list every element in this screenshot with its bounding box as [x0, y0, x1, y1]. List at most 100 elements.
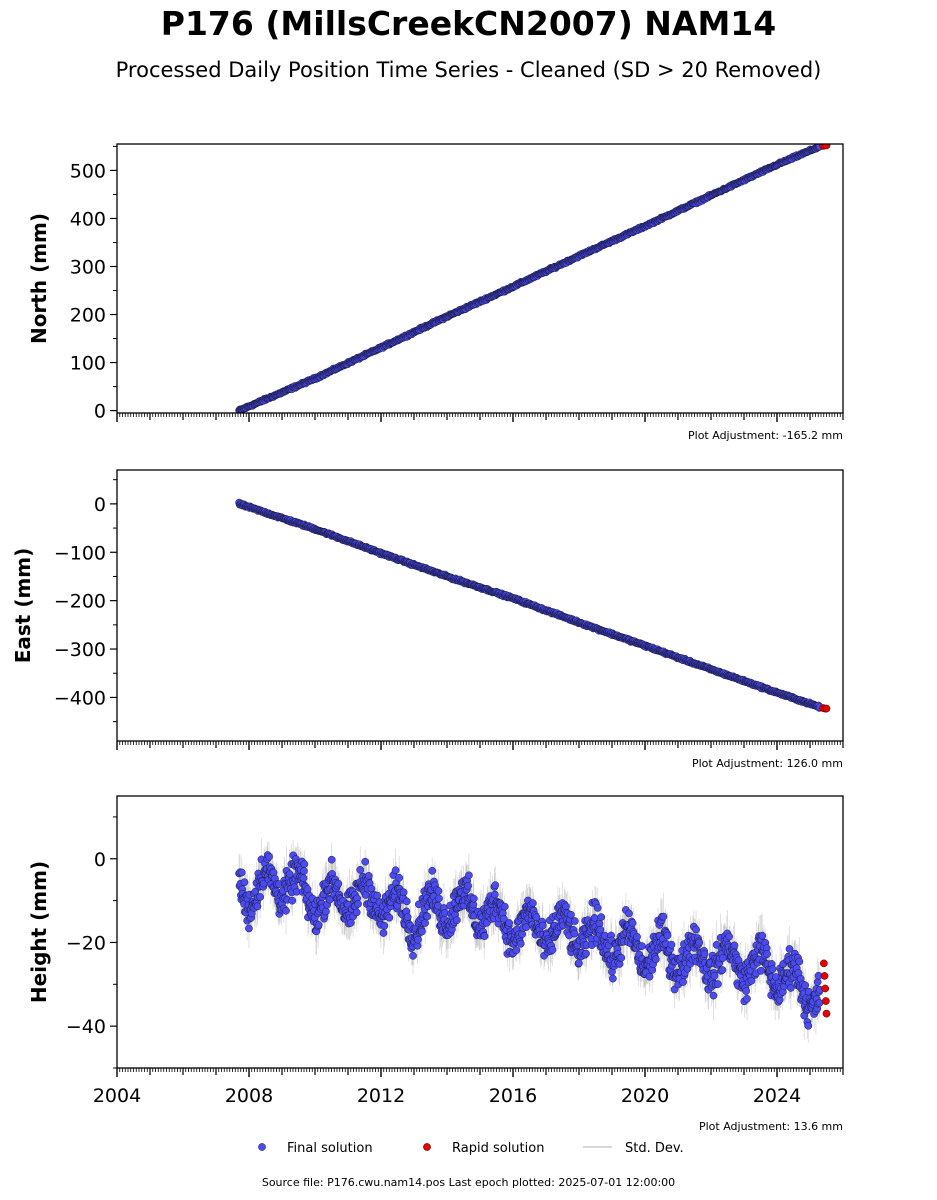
final-point — [300, 867, 308, 875]
y-tick-label: −200 — [54, 591, 106, 613]
final-point — [795, 957, 804, 966]
final-point — [499, 914, 508, 923]
final-point — [418, 927, 426, 936]
final-point — [354, 900, 362, 908]
final-point — [548, 946, 557, 954]
final-point — [409, 951, 417, 960]
y-tick-label: 0 — [94, 401, 106, 423]
final-point — [596, 925, 605, 934]
final-point — [414, 935, 422, 944]
final-point — [361, 857, 370, 866]
y-tick-label: −300 — [54, 639, 106, 661]
final-point — [469, 894, 478, 903]
final-point — [582, 949, 590, 958]
final-point — [452, 916, 461, 925]
final-point — [628, 919, 637, 927]
y-tick-label: 500 — [70, 160, 106, 182]
y-tick-label: 200 — [70, 305, 106, 327]
final-point — [500, 902, 509, 911]
final-point — [529, 899, 537, 907]
rapid-point — [822, 144, 831, 150]
panel-1 — [110, 469, 844, 750]
final-point — [435, 894, 443, 903]
final-point — [567, 910, 575, 919]
final-point — [480, 932, 489, 940]
y-tick-label: 400 — [70, 208, 106, 230]
final-point — [663, 931, 672, 940]
final-point — [742, 987, 750, 995]
final-point — [321, 907, 330, 916]
rapid-point — [820, 959, 828, 968]
final-point — [380, 921, 389, 930]
final-point — [237, 868, 246, 877]
final-point — [282, 906, 290, 915]
final-point — [709, 991, 718, 1000]
final-point — [633, 933, 641, 941]
panel-frame — [116, 469, 844, 742]
y-tick-label: −100 — [54, 542, 106, 564]
final-point — [240, 878, 249, 887]
final-point — [352, 908, 361, 917]
final-point — [428, 866, 437, 875]
final-point — [757, 966, 765, 975]
final-point — [373, 891, 382, 900]
rapid-point — [821, 997, 830, 1005]
final-point — [327, 855, 336, 864]
final-point — [718, 966, 727, 974]
final-point — [593, 904, 602, 912]
final-point — [516, 939, 525, 948]
final-point — [659, 912, 668, 921]
final-point — [532, 913, 541, 922]
y-tick-label: 0 — [94, 494, 106, 516]
y-tick-label: −400 — [54, 687, 106, 709]
final-point — [679, 978, 687, 986]
final-point — [651, 955, 660, 964]
final-point — [334, 879, 343, 888]
final-point — [303, 885, 312, 894]
final-point — [300, 860, 309, 868]
final-point — [597, 913, 606, 921]
final-point — [285, 870, 294, 878]
rapid-point — [820, 972, 829, 980]
final-point — [730, 941, 739, 950]
final-point — [464, 882, 472, 890]
final-point — [314, 921, 323, 929]
rapid-point — [822, 1009, 831, 1018]
final-point — [801, 981, 809, 990]
final-point — [571, 917, 579, 925]
y-tick-label: 100 — [70, 353, 106, 375]
final-point — [512, 946, 521, 955]
final-point — [403, 913, 412, 921]
final-point — [609, 974, 617, 983]
final-point — [667, 940, 676, 949]
final-point — [364, 872, 373, 880]
final-point — [758, 931, 767, 940]
final-point — [625, 909, 633, 918]
final-point — [421, 919, 429, 927]
final-point — [815, 999, 824, 1007]
final-point — [617, 953, 626, 962]
final-point — [700, 950, 709, 958]
final-point — [356, 866, 365, 874]
final-point — [695, 938, 704, 947]
final-point — [538, 921, 547, 930]
final-point — [391, 866, 400, 875]
panel-0 — [110, 143, 844, 422]
chart-title: P176 (MillsCreekCN2007) NAM14 — [160, 4, 777, 43]
y-axis-label: East (mm) — [11, 548, 35, 664]
y-tick-label: 300 — [70, 256, 106, 278]
final-point — [379, 929, 388, 937]
final-point — [570, 929, 579, 938]
final-point — [692, 925, 700, 934]
final-point — [763, 950, 771, 958]
final-point — [747, 976, 756, 985]
final-point — [395, 873, 404, 882]
final-point — [575, 959, 583, 967]
final-point — [590, 914, 599, 922]
final-point — [399, 888, 408, 897]
data-layer-1 — [235, 498, 831, 713]
data-layer-0 — [235, 144, 831, 413]
final-point — [385, 913, 394, 922]
final-point — [265, 852, 273, 861]
